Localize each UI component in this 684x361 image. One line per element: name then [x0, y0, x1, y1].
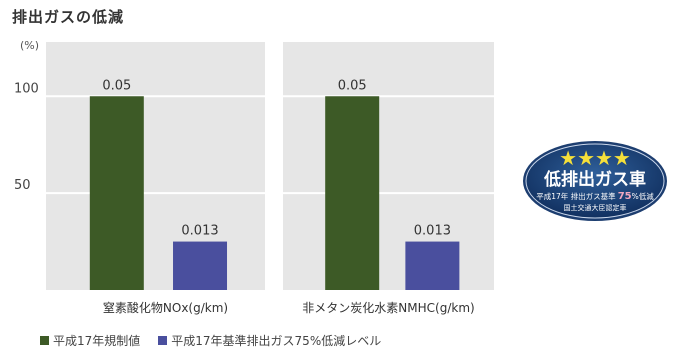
data-label-regulation-1: 0.05 — [102, 78, 131, 93]
x-category-label-2: 非メタン炭化水素NMHC(g/km) — [302, 301, 474, 315]
bar-regulation-2 — [325, 96, 380, 290]
bar-reduction-1 — [173, 241, 228, 290]
legend-swatch-regulation — [40, 336, 49, 345]
plot-panel-1 — [46, 42, 265, 290]
legend-item-reduction: 平成17年基準排出ガス75%低減レベル — [158, 332, 381, 349]
bar-regulation-1 — [89, 96, 144, 290]
data-label-reduction-2: 0.013 — [414, 224, 451, 239]
data-label-regulation-2: 0.05 — [338, 78, 367, 93]
low-emission-badge: ★★★★ 低排出ガス車 平成17年 排出ガス基準 75%低減 国土交通大臣認定車 — [523, 141, 667, 221]
y-tick-label-50: 50 — [14, 178, 31, 193]
badge-line1-b: %低減 — [632, 191, 655, 201]
bar-chart: 100 50 (%) 0.05 0.013 窒素酸化物NOx(g/km) 0.05 0.01… — [14, 39, 494, 315]
plot-panel-2 — [283, 42, 494, 290]
badge-line1-a: 平成17年 排出ガス基準 — [536, 191, 616, 201]
legend-label-regulation: 平成17年規制値 — [53, 334, 141, 348]
legend-label-reduction: 平成17年基準排出ガス75%低減レベル — [171, 334, 382, 348]
badge-stars-icon: ★★★★ — [559, 146, 631, 170]
legend-swatch-reduction — [158, 336, 168, 345]
badge-line1-num: 75 — [618, 191, 632, 202]
x-category-label-1: 窒素酸化物NOx(g/km) — [103, 300, 228, 315]
chart-legend: 平成17年規制値 平成17年基準排出ガス75%低減レベル — [40, 332, 381, 349]
bar-reduction-2 — [405, 241, 460, 290]
badge-main-text: 低排出ガス車 — [543, 169, 646, 190]
y-tick-label-100: 100 — [14, 81, 39, 96]
badge-line2: 国土交通大臣認定車 — [564, 203, 627, 212]
legend-item-regulation: 平成17年規制値 — [40, 332, 140, 349]
data-label-reduction-1: 0.013 — [181, 224, 218, 239]
page-title: 排出ガスの低減 — [12, 8, 125, 26]
badge-line1: 平成17年 排出ガス基準 75%低減 — [536, 191, 654, 202]
y-unit-label: (%) — [20, 39, 39, 52]
